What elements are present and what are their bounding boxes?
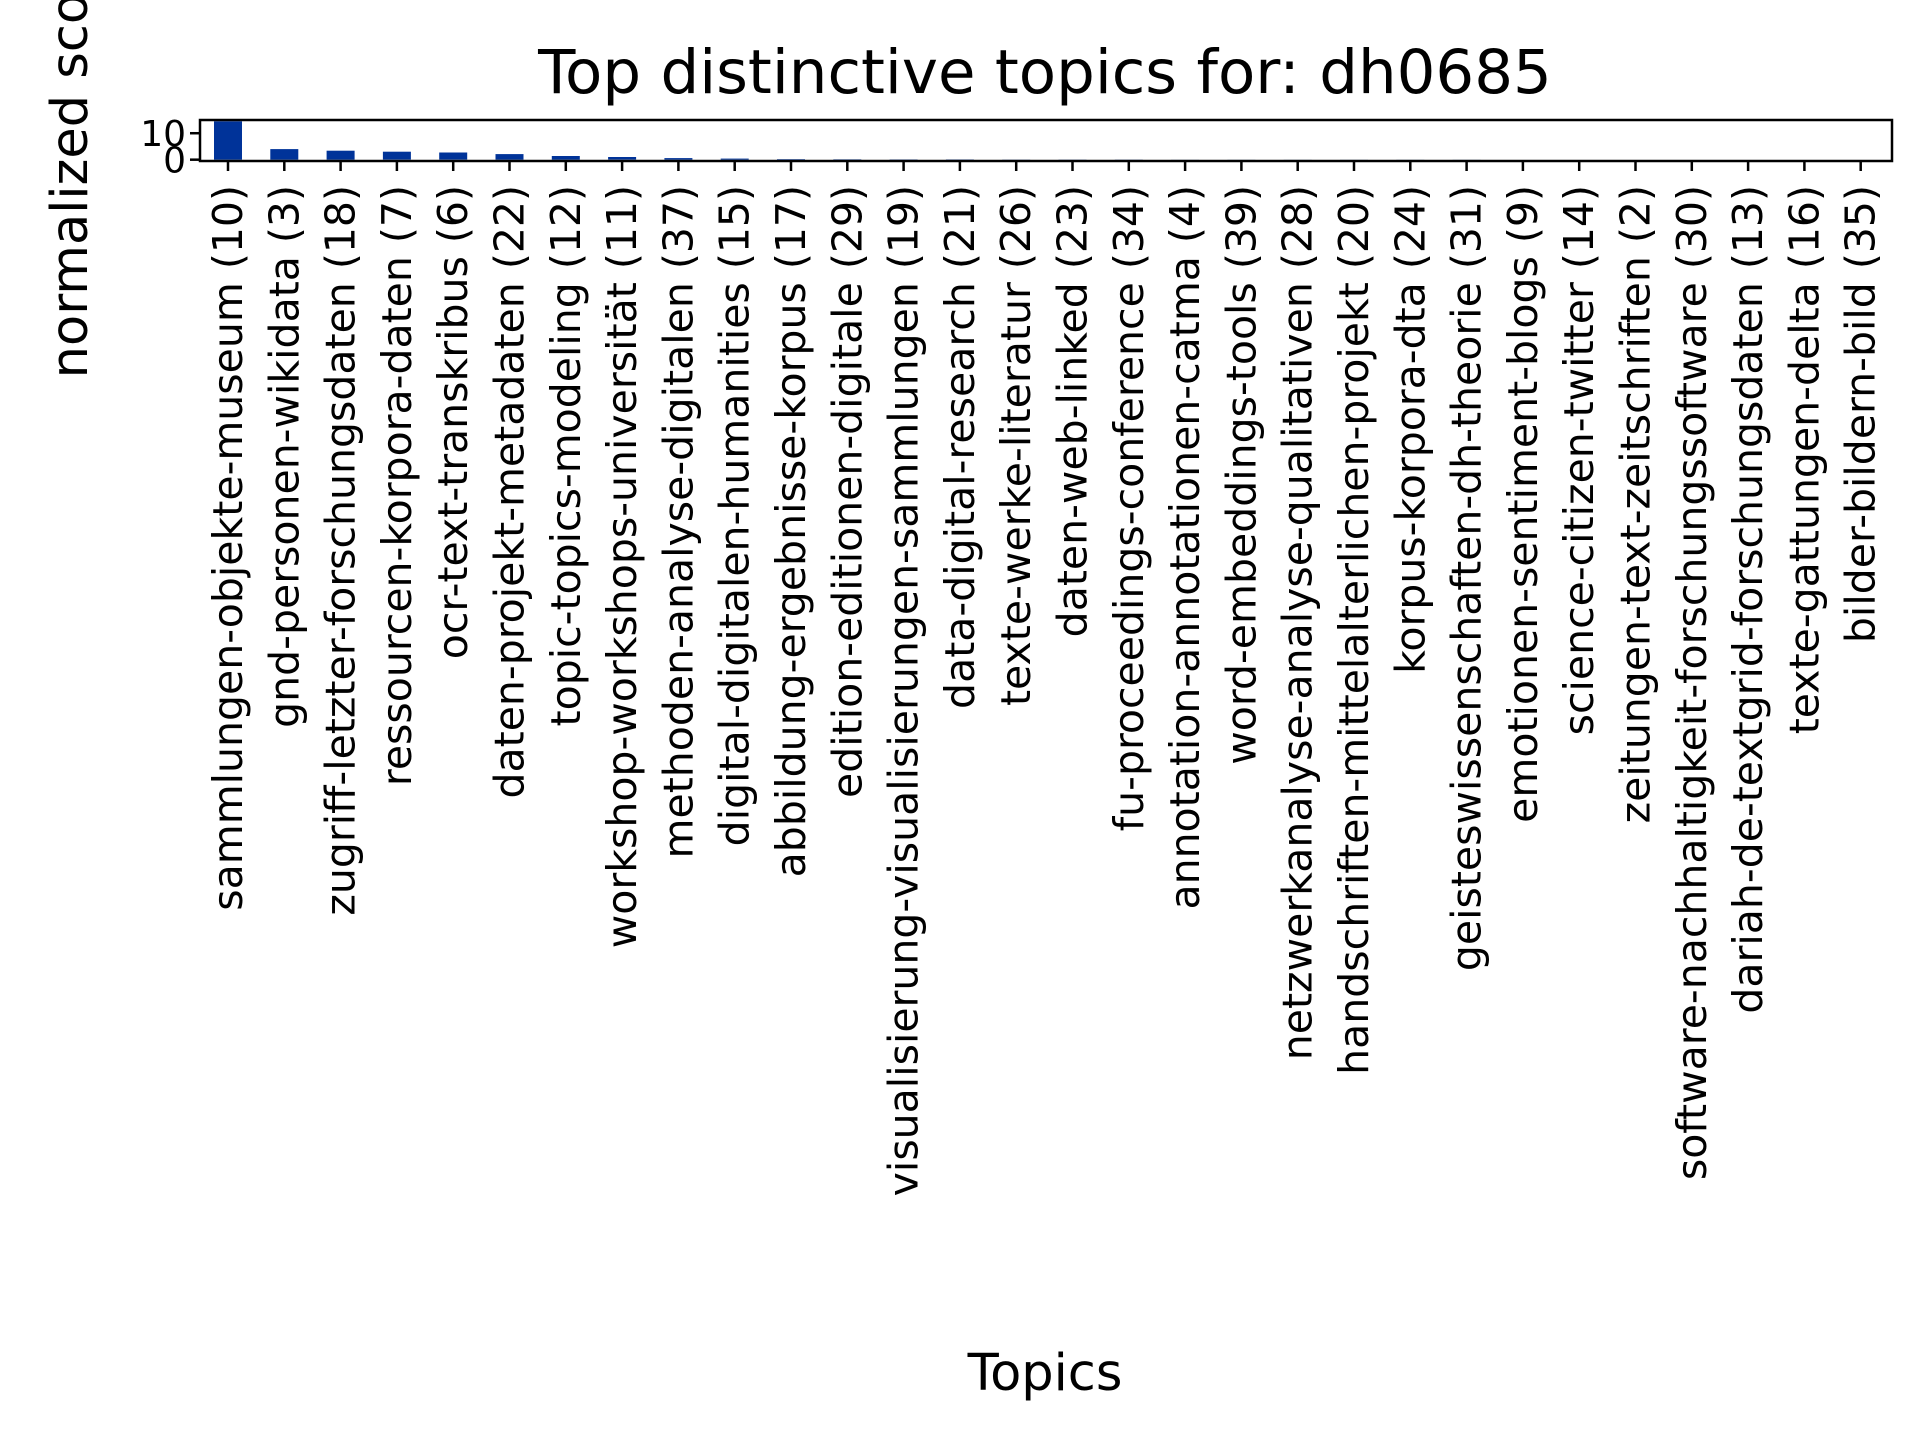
bars-group [214,121,1481,160]
y-axis-label: normalized score [41,0,100,378]
bar-3 [382,151,411,160]
x-tick-label: workshop-workshops-universität (11) [598,185,646,948]
x-tick-label: texte-werke-literatur (26) [992,185,1040,706]
x-tick-label: geisteswissenschaften-dh-theorie (31) [1443,185,1491,971]
x-tick-label: dariah-de-textgrid-forschungsdaten (13) [1724,185,1772,1014]
bar-5 [495,154,524,160]
y-axis-ticks: 010 [140,114,200,182]
x-tick-label: bilder-bildern-bild (35) [1837,185,1885,643]
x-tick-label: visualisierung-visualisierungen-sammlung… [880,185,928,1196]
x-tick-label: edition-editionen-digitale (29) [823,185,871,798]
bar-1 [270,149,299,160]
x-axis-label: Topics [967,1344,1123,1403]
bar-10 [777,159,805,160]
y-tick-label: 10 [140,114,186,155]
bar-2 [326,150,355,160]
x-tick-label: digital-digitalen-humanities (15) [711,185,759,846]
x-tick-label: korpus-korpora-dta (24) [1386,185,1434,674]
chart-title: Top distinctive topics for: dh0685 [537,37,1552,108]
x-tick-label: annotation-annotationen-catma (4) [1161,185,1209,910]
bar-9 [720,158,749,160]
x-tick-label: ocr-text-transkribus (6) [429,185,477,659]
x-tick-label: software-nachhaltigkeit-forschungssoftwa… [1668,185,1716,1180]
bar-4 [439,152,468,160]
x-tick-label: word-embeddings-tools (39) [1217,185,1265,765]
x-tick-label: sammlungen-objekte-museum (10) [204,185,252,911]
x-tick-label: daten-projekt-metadaten (22) [486,185,534,799]
bar-8 [664,158,693,160]
x-tick-label: data-digital-research (21) [936,185,984,709]
x-tick-label: texte-gattungen-delta (16) [1780,185,1828,734]
x-tick-label: netzwerkanalyse-analyse-qualitativen (28… [1274,185,1322,1060]
x-tick-label: ressourcen-korpora-daten (7) [373,185,421,786]
x-tick-label: science-citizen-twitter (14) [1555,185,1603,735]
x-axis-ticks: sammlungen-objekte-museum (10) gnd-person… [204,161,1885,1196]
x-tick-label: zeitungen-text-zeitschriften (2) [1612,185,1660,823]
plot-frame [198,118,1894,163]
x-tick-label: daten-web-linked (23) [1049,185,1097,637]
x-tick-label: methoden-analyse-digitalen (37) [654,185,702,858]
x-tick-label: gnd-personen-wikidata (3) [260,185,308,728]
bar-6 [551,156,580,160]
bar-0 [214,121,242,160]
x-tick-label: zugriff-letzter-forschungsdaten (18) [317,185,365,916]
y-tick-label: 0 [163,141,186,182]
x-tick-label: fu-proceedings-conference (34) [1105,185,1153,831]
bar-7 [608,157,637,160]
x-tick-label: topic-topics-modeling (12) [542,185,590,726]
x-tick-label: emotionen-sentiment-blogs (9) [1499,185,1547,823]
x-tick-label: handschriften-mittelalterlichen-projekt … [1330,185,1378,1075]
x-tick-label: abbildung-ergebnisse-korpus (17) [767,185,815,877]
